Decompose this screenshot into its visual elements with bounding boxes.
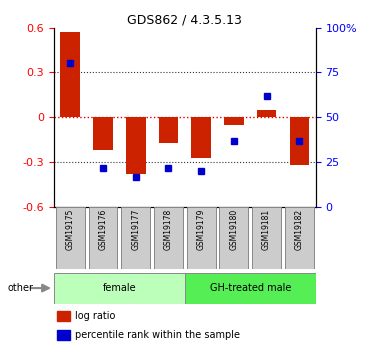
Bar <box>126 117 146 174</box>
Text: GSM19178: GSM19178 <box>164 209 173 250</box>
Bar <box>185 273 316 304</box>
Text: GSM19179: GSM19179 <box>197 209 206 250</box>
Bar <box>159 117 178 143</box>
Bar <box>252 207 281 269</box>
Text: GSM19181: GSM19181 <box>262 209 271 250</box>
Bar <box>57 330 70 341</box>
Text: GSM19182: GSM19182 <box>295 209 304 250</box>
Bar <box>154 207 183 269</box>
Bar <box>121 207 150 269</box>
Text: female: female <box>102 283 136 293</box>
Text: GSM19177: GSM19177 <box>131 209 140 250</box>
Bar <box>290 117 309 165</box>
Bar <box>187 207 216 269</box>
Bar <box>257 110 276 117</box>
Bar <box>224 117 244 125</box>
Bar <box>285 207 314 269</box>
Bar <box>57 311 70 322</box>
Bar <box>54 273 185 304</box>
Bar <box>191 117 211 158</box>
Bar <box>89 207 117 269</box>
Text: GSM19175: GSM19175 <box>66 209 75 250</box>
Text: other: other <box>8 283 34 293</box>
Bar <box>219 207 248 269</box>
Bar <box>60 32 80 117</box>
Text: GH-treated male: GH-treated male <box>209 283 291 293</box>
Text: log ratio: log ratio <box>75 311 115 321</box>
Text: GSM19180: GSM19180 <box>229 209 238 250</box>
Title: GDS862 / 4.3.5.13: GDS862 / 4.3.5.13 <box>127 13 242 27</box>
Bar <box>93 117 113 150</box>
Text: percentile rank within the sample: percentile rank within the sample <box>75 330 240 340</box>
Text: GSM19176: GSM19176 <box>99 209 107 250</box>
Bar <box>56 207 85 269</box>
